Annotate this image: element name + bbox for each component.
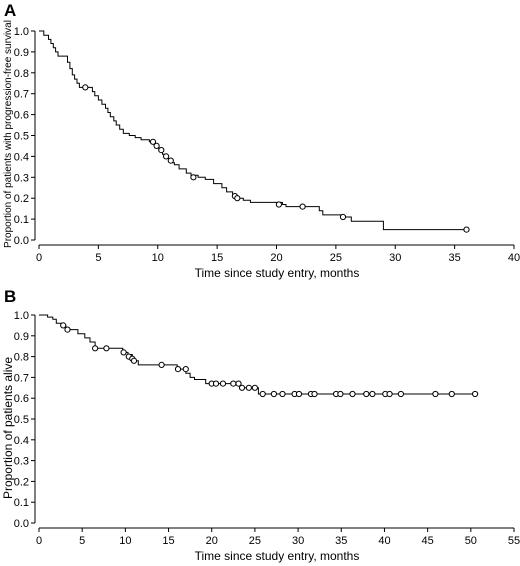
panel-b-censor-marker <box>219 380 227 387</box>
panel-a-y-axis-label: Proportion of patients with progression-… <box>3 20 14 248</box>
panel-b-censor-marker <box>397 390 404 398</box>
panel-b-y-tick-label: 0.7 <box>14 372 29 384</box>
panel-a-x-tick-label: 40 <box>508 252 520 264</box>
panel-b-censor-marker <box>92 345 99 352</box>
panel-a-censor-marker <box>234 195 241 202</box>
panel-b-censor-marker <box>279 390 286 398</box>
panel-a-y-tick-label: 0.5 <box>14 131 29 143</box>
panel-b-censor-marker <box>270 390 277 398</box>
panel-b-x-tick-label: 40 <box>378 535 390 547</box>
panel-a-censor-marker <box>163 153 170 160</box>
panel-b-x-tick-label: 20 <box>206 535 218 547</box>
panel-a-y-tick-label: 0.2 <box>14 193 29 205</box>
panel-a-censor-marker <box>149 138 157 145</box>
panel-b-y-tick-label: 0.5 <box>14 414 29 426</box>
panel-b-x-tick-label: 0 <box>36 535 42 547</box>
panel-b-censor-marker <box>130 357 138 364</box>
panel-b-x-tick-label: 55 <box>508 535 520 547</box>
panel-b-y-axis-label: Proportion of patients alive <box>1 357 15 499</box>
panel-a-y-tick-label: 0.0 <box>14 235 29 247</box>
panel-a-y-tick-label: 0.7 <box>14 89 29 101</box>
panel-b-censor-marker <box>64 326 71 333</box>
panel-b-censor-marker <box>295 390 303 398</box>
panel-a-x-tick-label: 25 <box>330 252 342 264</box>
panel-b-censor-marker <box>472 390 479 398</box>
panel-b-censor-marker <box>245 384 252 391</box>
panel-a-y-tick-label: 0.1 <box>14 214 29 226</box>
panel-b-censor-marker <box>235 380 242 387</box>
panel-b-censor-marker <box>212 380 220 387</box>
panel-a-censor-marker <box>158 147 165 154</box>
panel-b-censor-marker <box>386 390 393 398</box>
panel-b-x-tick-label: 50 <box>465 535 477 547</box>
panel-a-letter: A <box>4 1 16 20</box>
panel-b-y-tick-label: 0.6 <box>14 393 29 405</box>
panel-b-x-tick-label: 5 <box>79 535 85 547</box>
panel-b-y-tick-label: 0.4 <box>14 435 29 447</box>
panel-a: A Proportion of patients with progressio… <box>3 1 520 280</box>
panel-a-censor-marker <box>82 84 89 91</box>
panel-a-y-tick-label: 0.8 <box>14 68 29 80</box>
panel-a-y-tick-label: 1.0 <box>14 26 29 38</box>
panel-b-x-tick-label: 10 <box>119 535 131 547</box>
panel-b-censor-marker <box>337 390 344 398</box>
panel-b-x-tick-label: 35 <box>335 535 347 547</box>
panel-a-y-tick-label: 0.4 <box>14 151 29 163</box>
panel-b-censor-marker <box>174 366 182 373</box>
panel-b-x-tick-label: 45 <box>422 535 434 547</box>
panel-b-censor-marker <box>120 349 127 356</box>
panel-b: B Proportion of patients alive Time sinc… <box>1 287 520 563</box>
panel-a-censor-marker <box>463 226 470 233</box>
panel-a-y-tick-label: 0.3 <box>14 172 29 184</box>
panel-b-x-axis-label: Time since study entry, months <box>195 549 360 563</box>
panel-a-censor-marker <box>190 174 197 181</box>
panel-a-x-tick-label: 10 <box>152 252 164 264</box>
panel-b-censor-marker <box>182 366 189 373</box>
panel-b-y-tick-label: 0.8 <box>14 352 29 364</box>
panel-b-x-tick-label: 25 <box>249 535 261 547</box>
panel-b-x-tick-label: 30 <box>292 535 304 547</box>
panel-a-x-tick-label: 30 <box>389 252 401 264</box>
panel-b-censor-marker <box>349 390 356 398</box>
panel-a-censor-marker <box>275 201 282 208</box>
panel-a-x-tick-label: 35 <box>449 252 461 264</box>
panel-b-letter: B <box>4 287 16 306</box>
panel-b-y-tick-label: 0.9 <box>14 331 29 343</box>
panel-b-censor-marker <box>103 345 110 352</box>
panel-a-censor-marker <box>299 203 306 210</box>
panel-b-y-tick-label: 0.0 <box>14 518 29 530</box>
panel-b-censor-marker <box>432 390 439 398</box>
panel-b-y-tick-label: 0.1 <box>14 497 29 509</box>
panel-a-x-tick-label: 0 <box>36 252 42 264</box>
panel-b-y-tick-label: 1.0 <box>14 310 29 322</box>
panel-b-censor-marker <box>363 390 370 398</box>
panel-b-censor-marker <box>369 390 376 398</box>
panel-b-censor-marker <box>259 390 266 398</box>
panel-a-x-tick-label: 15 <box>211 252 223 264</box>
panel-a-censor-marker <box>167 157 174 164</box>
panel-b-y-tick-label: 0.2 <box>14 476 29 488</box>
panel-b-censor-marker <box>311 390 318 398</box>
panel-a-y-tick-label: 0.6 <box>14 110 29 122</box>
panel-a-censor-marker <box>153 142 160 149</box>
panel-b-censor-marker <box>251 384 258 391</box>
panel-b-censor-marker <box>60 322 67 329</box>
panel-b-censor-marker <box>158 361 165 368</box>
panel-a-x-tick-label: 5 <box>95 252 101 264</box>
panel-a-censor-marker <box>339 213 347 221</box>
panel-a-x-axis-label: Time since study entry, months <box>195 266 360 280</box>
panel-b-censor-marker <box>238 384 246 391</box>
panel-a-survival-curve <box>39 30 467 231</box>
panel-b-censor-marker <box>230 380 237 387</box>
panel-a-y-tick-label: 0.9 <box>14 47 29 59</box>
panel-b-x-tick-label: 15 <box>162 535 174 547</box>
panel-a-x-tick-label: 20 <box>270 252 282 264</box>
panel-b-y-tick-label: 0.3 <box>14 456 29 468</box>
panel-b-censor-marker <box>448 390 455 398</box>
panel-b-survival-curve <box>39 314 476 395</box>
